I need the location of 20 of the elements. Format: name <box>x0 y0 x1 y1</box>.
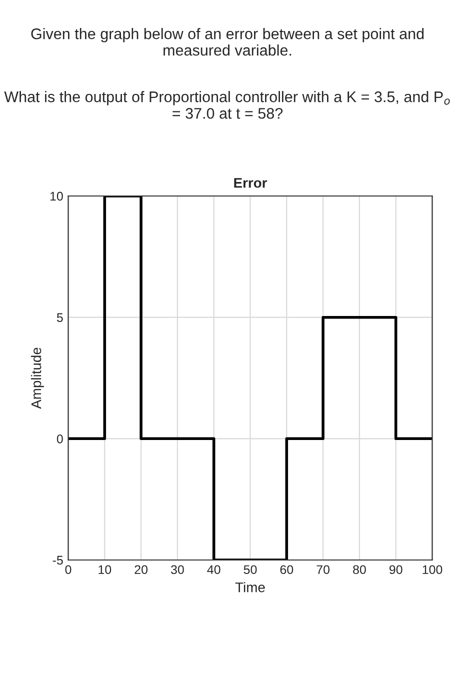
x-tick-label: 70 <box>316 565 330 574</box>
chart-title: Error <box>234 178 268 188</box>
y-axis-title: Amplitude <box>30 348 44 409</box>
text: Given the graph below of an error between a set point and measured variable. <box>31 28 424 56</box>
text: What is the output of Proportional controller with a K = 3.5, and P$_{o}$ = 37.0 at t = 58? <box>4 91 450 119</box>
y-tick-label: 0 <box>56 434 63 444</box>
x-tick-label: 30 <box>170 565 184 574</box>
x-tick-label: 20 <box>134 565 148 574</box>
x-tick-label: 40 <box>207 565 220 574</box>
x-tick-label: 90 <box>389 565 402 574</box>
x-tick-label: 100 <box>422 565 442 574</box>
x-tick-label: 50 <box>244 565 257 574</box>
y-tick-label: -5 <box>52 556 63 565</box>
x-tick-label: 80 <box>353 565 366 574</box>
x-tick-label: 0 <box>65 565 72 574</box>
x-tick-label: 60 <box>280 565 294 574</box>
x-tick-label: 10 <box>98 565 112 574</box>
y-tick-label: 10 <box>50 192 63 201</box>
y-tick-label: 5 <box>56 313 63 322</box>
x-axis-title: Time <box>235 582 265 592</box>
